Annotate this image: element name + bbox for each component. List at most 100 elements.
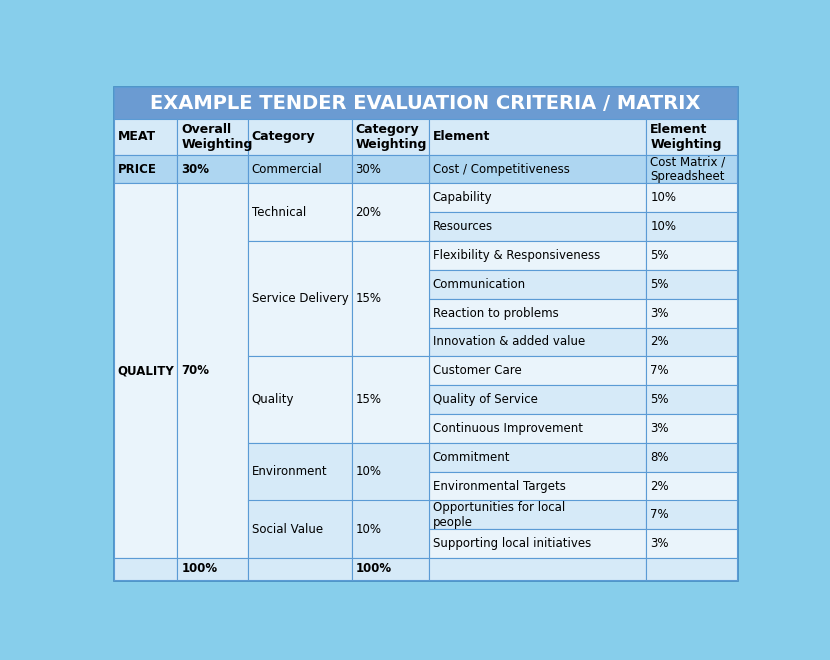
Bar [248, 241, 352, 356]
Text: Service Delivery: Service Delivery [251, 292, 349, 306]
Bar [248, 356, 352, 443]
Bar [647, 385, 737, 414]
Text: Cost Matrix /
Spreadsheet: Cost Matrix / Spreadsheet [651, 155, 725, 183]
Text: Commitment: Commitment [432, 451, 510, 464]
Bar [114, 558, 178, 579]
Bar [647, 327, 737, 356]
Bar [647, 472, 737, 500]
Text: 30%: 30% [181, 162, 209, 176]
Text: Supporting local initiatives: Supporting local initiatives [432, 537, 591, 550]
Text: 3%: 3% [651, 422, 669, 435]
Text: 20%: 20% [355, 206, 382, 219]
Bar [647, 183, 737, 213]
Text: Category: Category [251, 131, 315, 143]
Text: Overall
Weighting: Overall Weighting [181, 123, 252, 151]
Bar [248, 119, 352, 154]
Text: PRICE: PRICE [118, 162, 157, 176]
Bar [178, 154, 248, 183]
Bar [647, 119, 737, 154]
Bar [429, 327, 647, 356]
Bar [352, 558, 429, 579]
Text: 5%: 5% [651, 249, 669, 262]
Text: 70%: 70% [181, 364, 209, 378]
Text: 10%: 10% [355, 465, 382, 478]
Text: QUALITY: QUALITY [118, 364, 174, 378]
Text: 30%: 30% [355, 162, 382, 176]
Bar [429, 270, 647, 299]
Text: 100%: 100% [355, 562, 392, 576]
Bar [429, 529, 647, 558]
Text: Continuous Improvement: Continuous Improvement [432, 422, 583, 435]
Text: EXAMPLE TENDER EVALUATION CRITERIA / MATRIX: EXAMPLE TENDER EVALUATION CRITERIA / MAT… [150, 94, 701, 113]
Text: Cost / Competitiveness: Cost / Competitiveness [432, 162, 569, 176]
Text: Commercial: Commercial [251, 162, 322, 176]
Bar [647, 529, 737, 558]
Bar [114, 87, 737, 119]
Bar [647, 356, 737, 385]
Text: Environmental Targets: Environmental Targets [432, 480, 565, 492]
Text: 5%: 5% [651, 393, 669, 406]
Text: Resources: Resources [432, 220, 493, 233]
Text: 3%: 3% [651, 307, 669, 319]
Bar [352, 356, 429, 443]
Text: 7%: 7% [651, 364, 669, 378]
Bar [429, 385, 647, 414]
Text: Capability: Capability [432, 191, 492, 205]
Text: Environment: Environment [251, 465, 327, 478]
Text: 15%: 15% [355, 292, 382, 306]
Text: Social Value: Social Value [251, 523, 323, 536]
Text: Element
Weighting: Element Weighting [651, 123, 722, 151]
Bar [352, 443, 429, 500]
Text: 3%: 3% [651, 537, 669, 550]
Bar [248, 183, 352, 241]
Bar [429, 472, 647, 500]
Bar [647, 299, 737, 327]
Bar [178, 119, 248, 154]
Bar [647, 241, 737, 270]
Bar [429, 356, 647, 385]
Text: Reaction to problems: Reaction to problems [432, 307, 559, 319]
Text: Flexibility & Responsiveness: Flexibility & Responsiveness [432, 249, 600, 262]
Bar [248, 154, 352, 183]
Bar [352, 500, 429, 558]
Text: Quality of Service: Quality of Service [432, 393, 538, 406]
Bar [647, 558, 737, 579]
Bar [647, 414, 737, 443]
Text: Quality: Quality [251, 393, 294, 406]
Bar [429, 241, 647, 270]
Text: Element: Element [432, 131, 490, 143]
Bar [114, 119, 178, 154]
Text: 2%: 2% [651, 335, 669, 348]
Text: Category
Weighting: Category Weighting [355, 123, 427, 151]
Text: Customer Care: Customer Care [432, 364, 521, 378]
Bar [647, 154, 737, 183]
Bar [647, 500, 737, 529]
Bar [178, 558, 248, 579]
Bar [429, 119, 647, 154]
Bar [429, 154, 647, 183]
Bar [647, 443, 737, 472]
Text: 8%: 8% [651, 451, 669, 464]
Bar [429, 443, 647, 472]
Bar [429, 414, 647, 443]
Text: 15%: 15% [355, 393, 382, 406]
Bar [647, 270, 737, 299]
Bar [178, 183, 248, 558]
Bar [352, 154, 429, 183]
Bar [429, 213, 647, 241]
Text: 2%: 2% [651, 480, 669, 492]
Bar [248, 558, 352, 579]
Bar [352, 183, 429, 241]
Bar [352, 119, 429, 154]
Bar [114, 183, 178, 558]
Bar [114, 154, 178, 183]
Text: 100%: 100% [181, 562, 217, 576]
Text: 10%: 10% [651, 220, 676, 233]
Bar [429, 299, 647, 327]
Text: 7%: 7% [651, 508, 669, 521]
Text: Opportunities for local
people: Opportunities for local people [432, 501, 565, 529]
Bar [429, 183, 647, 213]
Text: MEAT: MEAT [118, 131, 156, 143]
Text: 5%: 5% [651, 278, 669, 291]
Bar [248, 443, 352, 500]
